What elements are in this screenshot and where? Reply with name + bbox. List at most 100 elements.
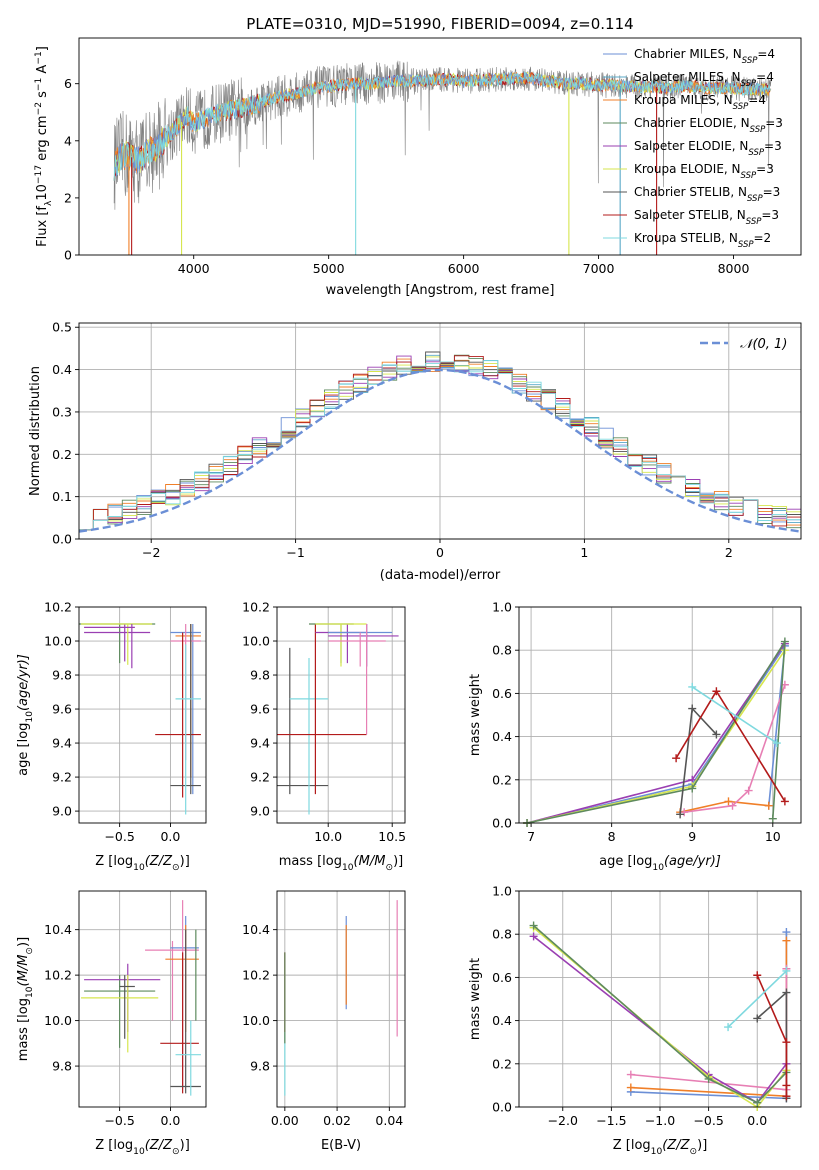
- y-tick-label: 0.0: [492, 816, 512, 831]
- legend-entry: 𝒩(0, 1): [740, 337, 787, 352]
- weight-marker: [529, 932, 538, 941]
- weight-marker: [772, 739, 781, 748]
- errorbar-point: [84, 975, 156, 1048]
- weight-marker: [782, 966, 791, 975]
- plot-frame: [518, 606, 802, 824]
- errorbar-points: [79, 623, 201, 815]
- plot-frame: [78, 322, 802, 540]
- y-tick-label: 9.2: [52, 770, 72, 785]
- weight-marker: [753, 1098, 762, 1107]
- weight-lines: [529, 921, 791, 1111]
- errorbar-point: [155, 632, 201, 798]
- legend-entry: Chabrier MILES, NSSP=4: [634, 47, 775, 66]
- weight-marker: [780, 637, 789, 646]
- y-tick-label: 0.4: [492, 1013, 512, 1028]
- age-vs-metallicity-panel: −0.5 0.0 9.0 9.2 9.4 9.6 9.8 10.0 10.2 Z [log10(Z…: [16, 600, 207, 873]
- errorbar-point: [145, 941, 199, 1021]
- y-tick-label: 0.0: [492, 1100, 512, 1115]
- weight-marker: [676, 810, 685, 819]
- y-tick-label: 9.2: [250, 770, 270, 785]
- plot-frame: [78, 890, 207, 1108]
- y-tick-label: 4: [64, 133, 72, 148]
- x-tick-label: 2: [725, 545, 733, 560]
- x-tick-label: 0.0: [160, 829, 180, 844]
- x-tick-label: −1.0: [645, 1113, 675, 1128]
- model-spectrum-line: [113, 71, 771, 181]
- weight-marker: [782, 988, 791, 997]
- y-tick-label: 0.2: [52, 447, 72, 462]
- y-tick-label: 0.8: [492, 643, 512, 658]
- spectrum-panel: 4000 5000 6000 7000 8000 0 2 4 6 wavelength [Angs…: [34, 37, 802, 298]
- legend-entry: Salpeter STELIB, NSSP=3: [634, 208, 779, 227]
- errorbar-points: [81, 900, 201, 1096]
- weight-vs-age-panel: 7 8 9 10 0.0 0.2 0.4 0.6 0.8 1.0 age [log10(age/yr…: [468, 600, 802, 873]
- x-tick-label: 1: [580, 545, 588, 560]
- y-tick-label: 0.5: [52, 320, 72, 335]
- weight-series-line: [756, 974, 788, 1097]
- weight-marker: [782, 1038, 791, 1047]
- legend-entry: Chabrier STELIB, NSSP=3: [634, 185, 780, 204]
- x-tick-label: 8000: [718, 261, 750, 276]
- weight-marker: [782, 928, 791, 937]
- errorbar-point: [160, 952, 199, 1094]
- y-tick-label: 1.0: [492, 600, 512, 615]
- y-tick-label: 10.2: [242, 968, 270, 983]
- y-tick-label: 2: [64, 190, 72, 205]
- histogram-series: [79, 360, 801, 531]
- x-axis-label: mass [log10(M/M⊙)]: [279, 854, 403, 873]
- x-axis-label: age [log10(age/yr)]: [599, 854, 721, 873]
- weight-series-line: [533, 924, 787, 1104]
- y-tick-label: 1.0: [492, 884, 512, 899]
- weight-marker: [764, 801, 773, 810]
- histogram-steps: [79, 351, 801, 533]
- x-tick-label: 0.0: [160, 1113, 180, 1128]
- x-tick-label: 7: [527, 829, 535, 844]
- legend-entry: Kroupa STELIB, NSSP=2: [634, 231, 771, 250]
- weight-marker: [728, 801, 737, 810]
- weight-marker: [704, 1074, 713, 1083]
- y-tick-label: 10.2: [44, 600, 72, 615]
- y-axis-label: Normed distribution: [28, 366, 43, 496]
- y-tick-label: 10.4: [44, 922, 72, 937]
- weight-series-line: [526, 641, 786, 824]
- y-tick-label: 0: [64, 248, 72, 263]
- weight-marker: [626, 1070, 635, 1079]
- weight-lines: [523, 637, 789, 827]
- y-tick-label: 9.4: [52, 736, 72, 751]
- y-tick-label: 10.0: [242, 634, 270, 649]
- y-tick-label: 9.6: [250, 702, 270, 717]
- spectrum-legend: Chabrier MILES, NSSP=4 Salpeter MILES, NS…: [603, 47, 783, 250]
- weight-marker: [724, 1023, 733, 1032]
- weight-marker: [688, 704, 697, 713]
- weight-marker: [724, 797, 733, 806]
- x-tick-label: −0.5: [104, 829, 134, 844]
- y-tick-label: 0.0: [52, 532, 72, 547]
- y-axis-label: age [log10(age/yr)]: [16, 654, 35, 776]
- errorbar-point: [84, 624, 135, 669]
- x-axis-label: Z [log10(Z/Z⊙)]: [95, 1138, 190, 1157]
- y-tick-label: 9.8: [250, 668, 270, 683]
- x-tick-label: 10: [765, 829, 781, 844]
- weight-marker: [688, 784, 697, 793]
- x-tick-label: −2.0: [548, 1113, 578, 1128]
- x-tick-label: 10.5: [378, 829, 406, 844]
- legend-entry: Kroupa MILES, NSSP=4: [634, 93, 766, 112]
- normal-distribution-curve: [79, 368, 801, 533]
- weight-marker: [529, 921, 538, 930]
- weight-marker: [744, 786, 753, 795]
- y-tick-label: 10.4: [242, 922, 270, 937]
- x-tick-label: 6000: [448, 261, 480, 276]
- mass-vs-metallicity-panel: −0.5 0.0 9.8 10.0 10.2 10.4 Z [log10(Z/Z⊙)] mas…: [16, 890, 207, 1157]
- plot-frame: [276, 606, 406, 824]
- y-tick-label: 10.2: [44, 968, 72, 983]
- weight-marker: [626, 1083, 635, 1092]
- errorbar-point: [170, 929, 201, 1094]
- weight-marker: [680, 808, 689, 817]
- y-tick-label: 0.1: [52, 489, 72, 504]
- residuals-histogram-panel: −2 −1 0 1 2 0.0 0.1 0.2 0.3 0.4 0.5 (data-model)/er…: [28, 320, 802, 583]
- errorbar-points: [284, 900, 398, 1096]
- legend-entry: Chabrier ELODIE, NSSP=3: [634, 116, 783, 135]
- y-axis-label: mass [log10(M/M⊙)]: [16, 937, 35, 1061]
- weight-series-line: [727, 970, 787, 1028]
